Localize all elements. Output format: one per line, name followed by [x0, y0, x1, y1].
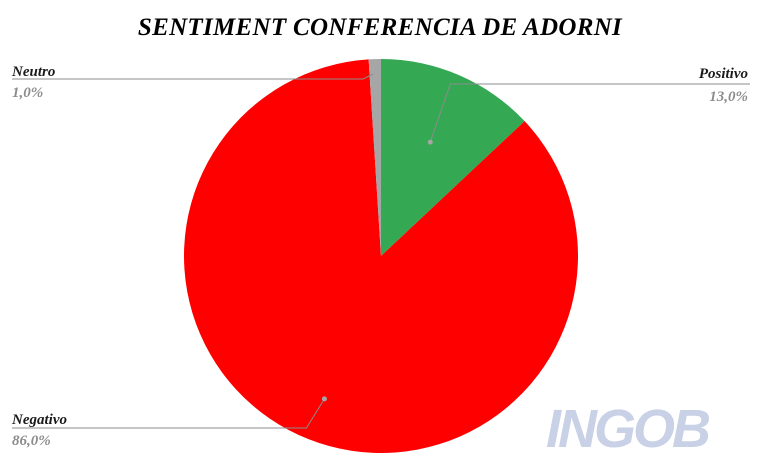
- leader-dot-neutro: [372, 70, 378, 76]
- leader-line-positivo: [429, 83, 750, 143]
- ingob-watermark-logo: INGOB: [546, 399, 711, 459]
- leader-line-neutro: [12, 72, 376, 80]
- pie-slice-positivo: [381, 59, 525, 256]
- pie-slice-negativo: [183, 59, 578, 454]
- slice-label-name-neutro: Neutro: [11, 64, 55, 80]
- slice-label-value-neutro: 1,0%: [12, 85, 43, 101]
- leader-line-negativo: [12, 398, 325, 429]
- leader-dot-positivo: [427, 139, 433, 145]
- slice-label-value-negativo: 86,0%: [12, 433, 51, 449]
- chart-title: SENTIMENT CONFERENCIA DE ADORNI: [137, 14, 623, 41]
- leader-dot-negativo: [321, 396, 327, 402]
- slice-label-name-negativo: Negativo: [11, 412, 67, 428]
- slice-label-value-positivo: 13,0%: [709, 89, 748, 105]
- slice-label-name-positivo: Positivo: [699, 66, 748, 82]
- pie-slice-neutro: [368, 59, 381, 256]
